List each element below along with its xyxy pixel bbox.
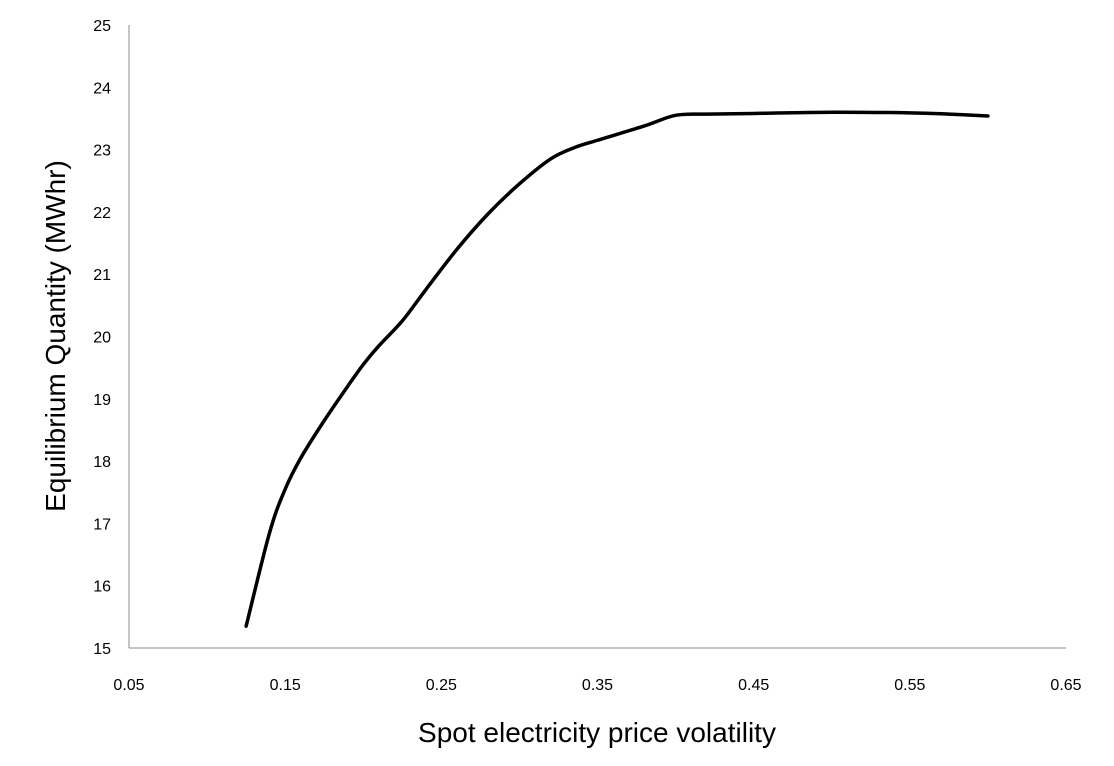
- series-line: [244, 110, 990, 628]
- x-tick-label: 0.45: [738, 677, 769, 694]
- y-tick-label: 16: [93, 579, 111, 596]
- y-tick-label: 25: [93, 18, 111, 35]
- x-tick-label: 0.25: [426, 677, 457, 694]
- y-tick-label: 19: [93, 392, 111, 409]
- x-tick-label: 0.55: [894, 677, 925, 694]
- x-tick-label: 0.35: [582, 677, 613, 694]
- y-tick-label: 21: [93, 267, 111, 284]
- x-axis-title: Spot electricity price volatility: [418, 717, 776, 748]
- series-group: [244, 110, 990, 628]
- x-tick-label: 0.65: [1050, 677, 1081, 694]
- y-tick-label: 17: [93, 516, 111, 533]
- y-tick-label: 22: [93, 205, 111, 222]
- x-axis-ticks: 0.05 0.15 0.25 0.35 0.45 0.55 0.65: [113, 677, 1081, 694]
- y-tick-label: 24: [93, 80, 111, 97]
- x-tick-label: 0.05: [113, 677, 144, 694]
- y-tick-label: 20: [93, 330, 111, 347]
- y-axis-ticks: 15 16 17 18 19 20 21 22 23 24 25: [93, 18, 111, 658]
- x-tick-label: 0.15: [270, 677, 301, 694]
- y-tick-label: 23: [93, 143, 111, 160]
- y-axis-title: Equilibrium Quantity (MWhr): [40, 160, 71, 512]
- y-tick-label: 18: [93, 454, 111, 471]
- y-tick-label: 15: [93, 641, 111, 658]
